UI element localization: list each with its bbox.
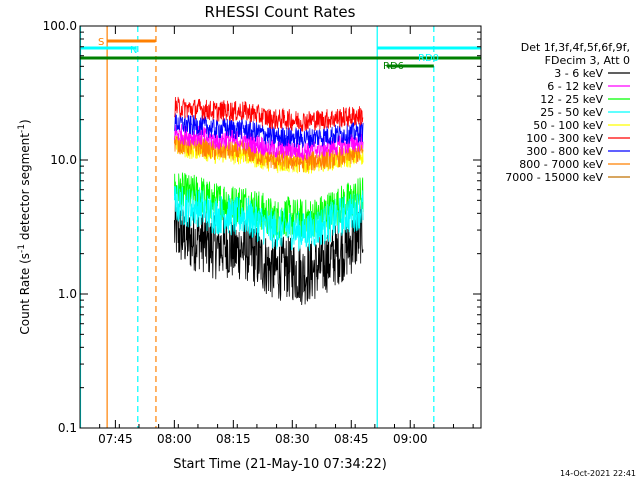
y-tick-label-2: 10.0 [50, 153, 77, 167]
x-tick-label-0: 07:45 [98, 432, 133, 446]
tick-layer: 07:45 08:00 08:15 08:30 08:45 09:00 0.1 1.0 10.0… [43, 19, 481, 446]
y-tick-label-1: 1.0 [58, 287, 77, 301]
chart-title: RHESSI Count Rates [205, 3, 356, 21]
y-tick-label-0: 0.1 [58, 421, 77, 435]
y-axis-label-sup2: -1 [17, 124, 27, 133]
legend-label-4: 50 - 100 keV [533, 119, 603, 132]
x-tick-label-4: 08:45 [334, 432, 369, 446]
legend-header-line1: Det 1f,3f,4f,5f,6f,9f, [521, 41, 630, 54]
x-tick-label-2: 08:15 [216, 432, 251, 446]
legend-label-5: 100 - 300 keV [526, 132, 603, 145]
legend-label-6: 300 - 800 keV [526, 145, 603, 158]
legend-label-8: 7000 - 15000 keV [505, 171, 603, 184]
y-axis-label-part1: Count Rate (s [18, 253, 32, 335]
x-tick-label-3: 08:30 [275, 432, 310, 446]
series-layer [174, 96, 364, 306]
plot-frame [79, 25, 482, 429]
legend-header-line2: FDecim 3, Att 0 [545, 54, 630, 67]
legend-label-3: 25 - 50 keV [540, 106, 603, 119]
x-axis-label: Start Time (21-May-10 07:34:22) [173, 457, 387, 472]
y-axis-label-part3: ) [18, 119, 32, 124]
annotation-label-rd0: RD0 [418, 53, 439, 64]
legend-label-2: 12 - 25 keV [540, 93, 603, 106]
legend-label-7: 800 - 7000 keV [519, 158, 603, 171]
legend-label-1: 6 - 12 keV [547, 80, 603, 93]
series-line-0 [174, 198, 364, 306]
x-tick-label-5: 09:00 [393, 432, 428, 446]
series-line-5 [174, 96, 364, 132]
y-axis-label: Count Rate (s-1 detector segment-1) [17, 119, 32, 334]
series-line-4 [174, 135, 364, 174]
y-tick-label-3: 100.0 [43, 19, 77, 33]
legend-label-0: 3 - 6 keV [554, 67, 603, 80]
series-line-6 [174, 112, 364, 149]
series-line-3 [174, 185, 364, 252]
y-axis-label-part2: detector segment [18, 133, 32, 244]
timestamp: 14-Oct-2021 22:41 [560, 469, 636, 478]
annotation-label-rd6: RD6 [383, 61, 404, 72]
x-tick-label-1: 08:00 [157, 432, 192, 446]
legend: Det 1f,3f,4f,5f,6f,9f, FDecim 3, Att 0 3… [505, 41, 630, 184]
y-axis-label-sup1: -1 [17, 244, 27, 253]
annotation-label-s: S [98, 37, 104, 48]
series-line-1 [174, 124, 364, 161]
annotation-label-n: N [130, 45, 137, 56]
